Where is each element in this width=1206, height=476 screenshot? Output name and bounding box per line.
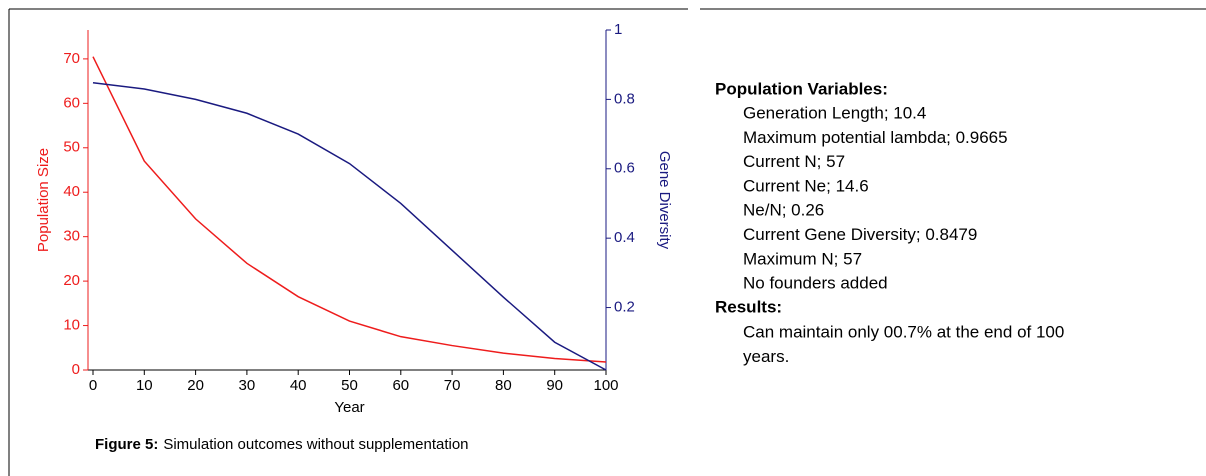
- panel-item: Current N; 57: [743, 152, 845, 171]
- panel-item: Maximum N; 57: [743, 249, 862, 268]
- y-tick-label: 30: [63, 228, 80, 245]
- x-tick-label: 10: [136, 377, 153, 394]
- results-heading: Results:: [715, 297, 782, 316]
- x-tick-label: 70: [444, 377, 461, 394]
- x-tick-label: 90: [546, 377, 563, 394]
- y-tick-label: 40: [63, 183, 80, 200]
- panel-item: No founders added: [743, 274, 888, 293]
- caption-text: Simulation outcomes without supplementat…: [163, 436, 468, 453]
- x-tick-label: 50: [341, 377, 358, 394]
- panel-item: Ne/N; 0.26: [743, 201, 824, 220]
- y2-tick-label: 0.8: [614, 90, 635, 107]
- panel-heading: Population Variables:: [715, 79, 888, 98]
- series-line: [92, 56, 607, 363]
- x-tick-label: 40: [290, 377, 307, 394]
- result-line: Can maintain only 00.7% at the end of 10…: [743, 322, 1064, 341]
- panel-item: Maximum potential lambda; 0.9665: [743, 128, 1008, 147]
- x-tick-label: 80: [495, 377, 512, 394]
- x-tick-label: 0: [89, 377, 97, 394]
- y2-tick-label: 0.2: [614, 299, 635, 316]
- y-tick-label: 60: [63, 94, 80, 111]
- y2-tick-label: 0.6: [614, 160, 635, 177]
- y-axis-label: Population Size: [35, 148, 52, 252]
- x-tick-label: 30: [239, 377, 256, 394]
- x-axis-label: Year: [334, 399, 364, 416]
- panel-item: Current Gene Diversity; 0.8479: [743, 225, 977, 244]
- y-tick-label: 70: [63, 50, 80, 67]
- y2-tick-label: 0.4: [614, 229, 635, 246]
- y-tick-label: 20: [63, 272, 80, 289]
- panel-item: Current Ne; 14.6: [743, 176, 869, 195]
- panel-item: Generation Length; 10.4: [743, 103, 926, 122]
- x-tick-label: 20: [187, 377, 204, 394]
- caption-label: Figure 5:: [95, 436, 158, 453]
- y2-axis-label: Gene Diversity: [656, 151, 673, 250]
- y-tick-label: 50: [63, 139, 80, 156]
- y-tick-label: 0: [72, 361, 80, 378]
- x-tick-label: 60: [392, 377, 409, 394]
- y-tick-label: 10: [63, 317, 80, 334]
- y2-tick-label: 1: [614, 21, 622, 38]
- x-tick-label: 100: [593, 377, 618, 394]
- result-line: years.: [743, 347, 789, 366]
- series-line: [92, 81, 607, 371]
